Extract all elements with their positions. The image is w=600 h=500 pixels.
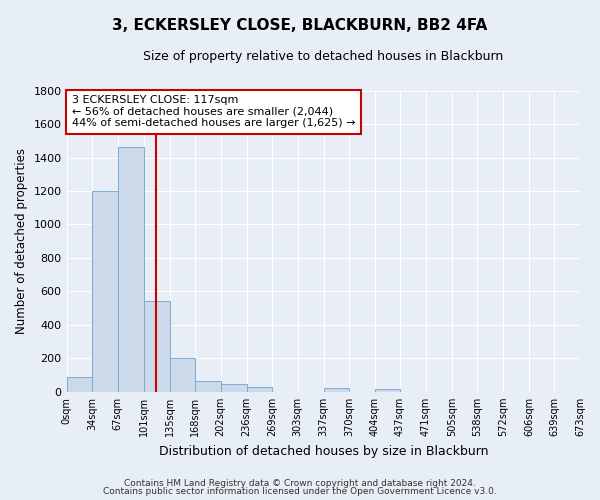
Bar [143,302,170,392]
X-axis label: Distribution of detached houses by size in Blackburn: Distribution of detached houses by size … [158,444,488,458]
Bar [195,381,221,392]
Bar [323,388,349,392]
Y-axis label: Number of detached properties: Number of detached properties [15,148,28,334]
Title: Size of property relative to detached houses in Blackburn: Size of property relative to detached ho… [143,50,503,63]
Text: 3 ECKERSLEY CLOSE: 117sqm
← 56% of detached houses are smaller (2,044)
44% of se: 3 ECKERSLEY CLOSE: 117sqm ← 56% of detac… [71,95,355,128]
Bar [221,384,247,392]
Text: Contains HM Land Registry data © Crown copyright and database right 2024.: Contains HM Land Registry data © Crown c… [124,478,476,488]
Bar [247,387,272,392]
Bar [67,376,92,392]
Text: 3, ECKERSLEY CLOSE, BLACKBURN, BB2 4FA: 3, ECKERSLEY CLOSE, BLACKBURN, BB2 4FA [112,18,488,32]
Bar [375,390,400,392]
Bar [92,191,118,392]
Bar [170,358,195,392]
Bar [118,148,143,392]
Text: Contains public sector information licensed under the Open Government Licence v3: Contains public sector information licen… [103,487,497,496]
